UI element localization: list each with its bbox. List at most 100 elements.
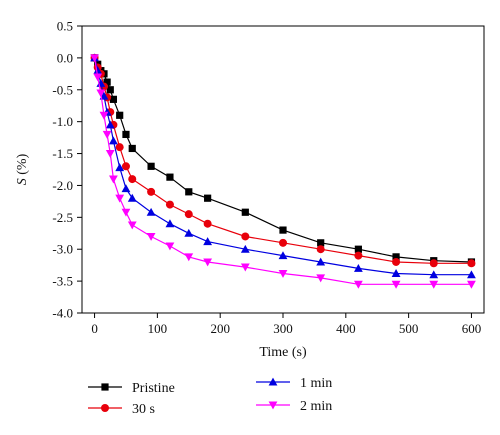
data-point <box>203 258 213 267</box>
data-point <box>279 226 287 234</box>
data-point <box>392 257 401 266</box>
data-point <box>316 245 325 254</box>
x-tick-label: 100 <box>148 321 168 336</box>
legend-marker <box>268 377 278 386</box>
data-point <box>353 263 363 272</box>
data-point <box>90 54 99 63</box>
data-point <box>184 228 194 237</box>
x-tick-label: 0 <box>91 321 98 336</box>
data-point <box>204 194 212 202</box>
y-tick-label: 0.5 <box>57 19 73 34</box>
data-point <box>429 259 438 268</box>
data-point <box>354 251 363 260</box>
legend: Pristine 30 s 1 min 2 min <box>88 376 332 417</box>
data-point <box>353 280 363 289</box>
x-axis-label: Time (s) <box>259 345 307 360</box>
data-point <box>121 162 130 171</box>
data-point <box>166 173 174 181</box>
y-tick-label: -2.0 <box>52 178 73 193</box>
series-3 <box>90 54 476 289</box>
data-point <box>184 210 193 219</box>
data-point <box>279 238 287 247</box>
y-tick-label: -2.5 <box>52 210 73 225</box>
data-point <box>93 66 103 75</box>
data-point <box>391 269 401 277</box>
y-tick-label: -1.0 <box>52 114 73 129</box>
data-point <box>115 194 125 203</box>
data-point <box>316 257 326 266</box>
y-tick-label: -4.0 <box>52 306 73 321</box>
data-point <box>109 136 118 145</box>
x-tick-label: 600 <box>462 321 482 336</box>
data-point <box>203 219 212 228</box>
data-point <box>391 280 401 289</box>
data-point <box>109 95 118 103</box>
data-point <box>146 207 156 216</box>
legend-label: 1 min <box>300 376 332 391</box>
series-layer <box>90 53 476 289</box>
data-point <box>115 163 125 172</box>
data-point <box>115 143 124 152</box>
data-point <box>128 175 137 184</box>
y-axis-label-symbol: S <box>15 178 30 185</box>
data-point <box>93 73 103 82</box>
data-point <box>316 274 326 283</box>
y-tick-label: -1.5 <box>52 146 73 161</box>
data-point <box>121 208 131 217</box>
y-tick-label: -3.0 <box>52 242 73 257</box>
data-point <box>102 130 112 139</box>
data-point <box>127 193 137 202</box>
data-point <box>127 221 137 230</box>
data-point <box>278 251 288 260</box>
data-point <box>467 280 476 289</box>
y-tick-label: -3.5 <box>52 274 73 289</box>
y-tick-label: 0.0 <box>57 50 73 65</box>
data-point <box>121 184 131 193</box>
axes: 0 100 200 300 400 500 600 0.5 0.0 -0.5 -1.0 -1.5 -2.… <box>52 19 485 336</box>
y-axis-label-unit: (%) <box>15 153 30 178</box>
data-point <box>429 280 439 289</box>
data-point <box>241 232 250 241</box>
legend-item: Pristine <box>88 381 175 396</box>
data-point <box>240 263 250 272</box>
data-point <box>96 89 106 98</box>
legend-label: 2 min <box>300 399 332 414</box>
data-point <box>278 269 288 278</box>
data-point <box>147 187 156 196</box>
data-point <box>203 237 213 246</box>
data-point <box>128 144 136 153</box>
data-point <box>241 208 249 216</box>
data-point <box>184 253 194 262</box>
data-point <box>185 188 193 196</box>
data-point <box>429 270 439 279</box>
y-tick-label: -0.5 <box>52 82 73 97</box>
series-line <box>94 57 472 285</box>
data-point <box>165 219 175 228</box>
x-tick-label: 300 <box>273 321 293 336</box>
data-point <box>105 120 115 129</box>
legend-marker <box>268 401 278 410</box>
series-2 <box>90 53 476 279</box>
data-point <box>354 245 362 253</box>
data-point <box>392 253 400 261</box>
legend-marker <box>101 404 109 412</box>
legend-marker <box>101 383 109 391</box>
data-point <box>467 259 476 268</box>
x-tick-label: 200 <box>210 321 230 336</box>
data-point <box>109 175 118 184</box>
legend-label: Pristine <box>132 381 175 396</box>
data-point <box>103 78 111 86</box>
data-point <box>122 130 130 139</box>
data-point <box>317 239 325 247</box>
legend-item: 2 min <box>256 399 332 414</box>
data-point <box>165 242 175 251</box>
data-point <box>116 111 124 119</box>
data-point <box>165 200 174 209</box>
data-point <box>146 232 156 241</box>
data-point <box>467 270 476 279</box>
data-point <box>99 111 109 120</box>
x-tick-label: 500 <box>399 321 419 336</box>
legend-item: 30 s <box>88 402 155 417</box>
legend-label: 30 s <box>132 402 155 417</box>
